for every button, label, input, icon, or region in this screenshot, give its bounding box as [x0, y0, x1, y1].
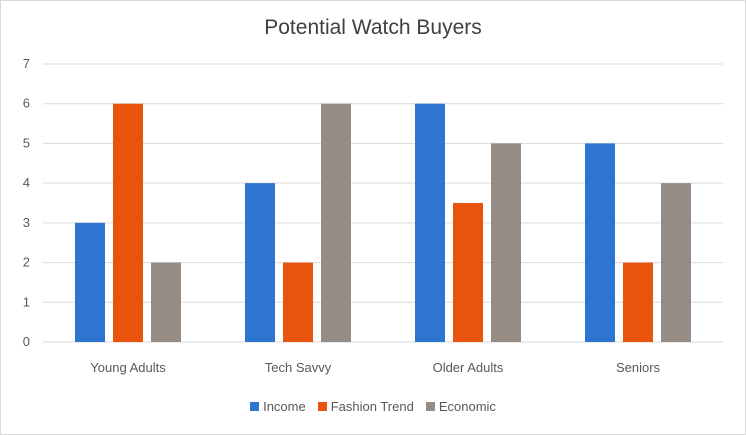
y-tick-label: 1 [23, 294, 30, 309]
x-tick-label: Seniors [616, 360, 661, 375]
y-tick-label: 7 [23, 56, 30, 71]
bar-economic [661, 183, 691, 342]
x-tick-label: Older Adults [433, 360, 504, 375]
chart-title: Potential Watch Buyers [264, 16, 482, 39]
bar-income [75, 222, 105, 342]
bar-fashion-trend [283, 262, 313, 342]
gridlines [43, 63, 723, 343]
y-axis-tick-labels: 0 1 2 3 4 5 6 7 [23, 56, 30, 349]
legend-label: Income [263, 399, 306, 414]
legend-item: Income [250, 399, 306, 414]
bar-fashion-trend [623, 262, 653, 342]
y-tick-label: 0 [23, 334, 30, 349]
legend-swatch [317, 402, 327, 411]
y-tick-label: 2 [23, 255, 30, 270]
bar-economic [321, 103, 351, 342]
bar-fashion-trend [113, 103, 143, 342]
legend-swatch [250, 402, 260, 411]
legend-label: Economic [438, 399, 496, 414]
legend-item: Economic [425, 399, 496, 414]
legend-item: Fashion Trend [317, 399, 414, 414]
y-tick-label: 3 [23, 215, 30, 230]
x-tick-label: Tech Savvy [265, 360, 332, 375]
bar-income [415, 103, 445, 342]
bar-economic [491, 143, 521, 342]
bar-income [585, 143, 615, 342]
y-tick-label: 6 [23, 96, 30, 111]
bar-fashion-trend [453, 203, 483, 342]
legend-label: Fashion Trend [330, 399, 414, 414]
legend-swatch [425, 402, 435, 411]
x-axis-tick-labels: Young Adults Tech Savvy Older Adults Senior… [90, 360, 660, 375]
x-tick-label: Young Adults [90, 360, 166, 375]
chart-legend: Income Fashion Trend Economic [0, 399, 746, 414]
bars [75, 103, 691, 342]
bar-economic [151, 262, 181, 342]
y-tick-label: 5 [23, 135, 30, 150]
y-tick-label: 4 [23, 175, 30, 190]
bar-income [245, 183, 275, 342]
